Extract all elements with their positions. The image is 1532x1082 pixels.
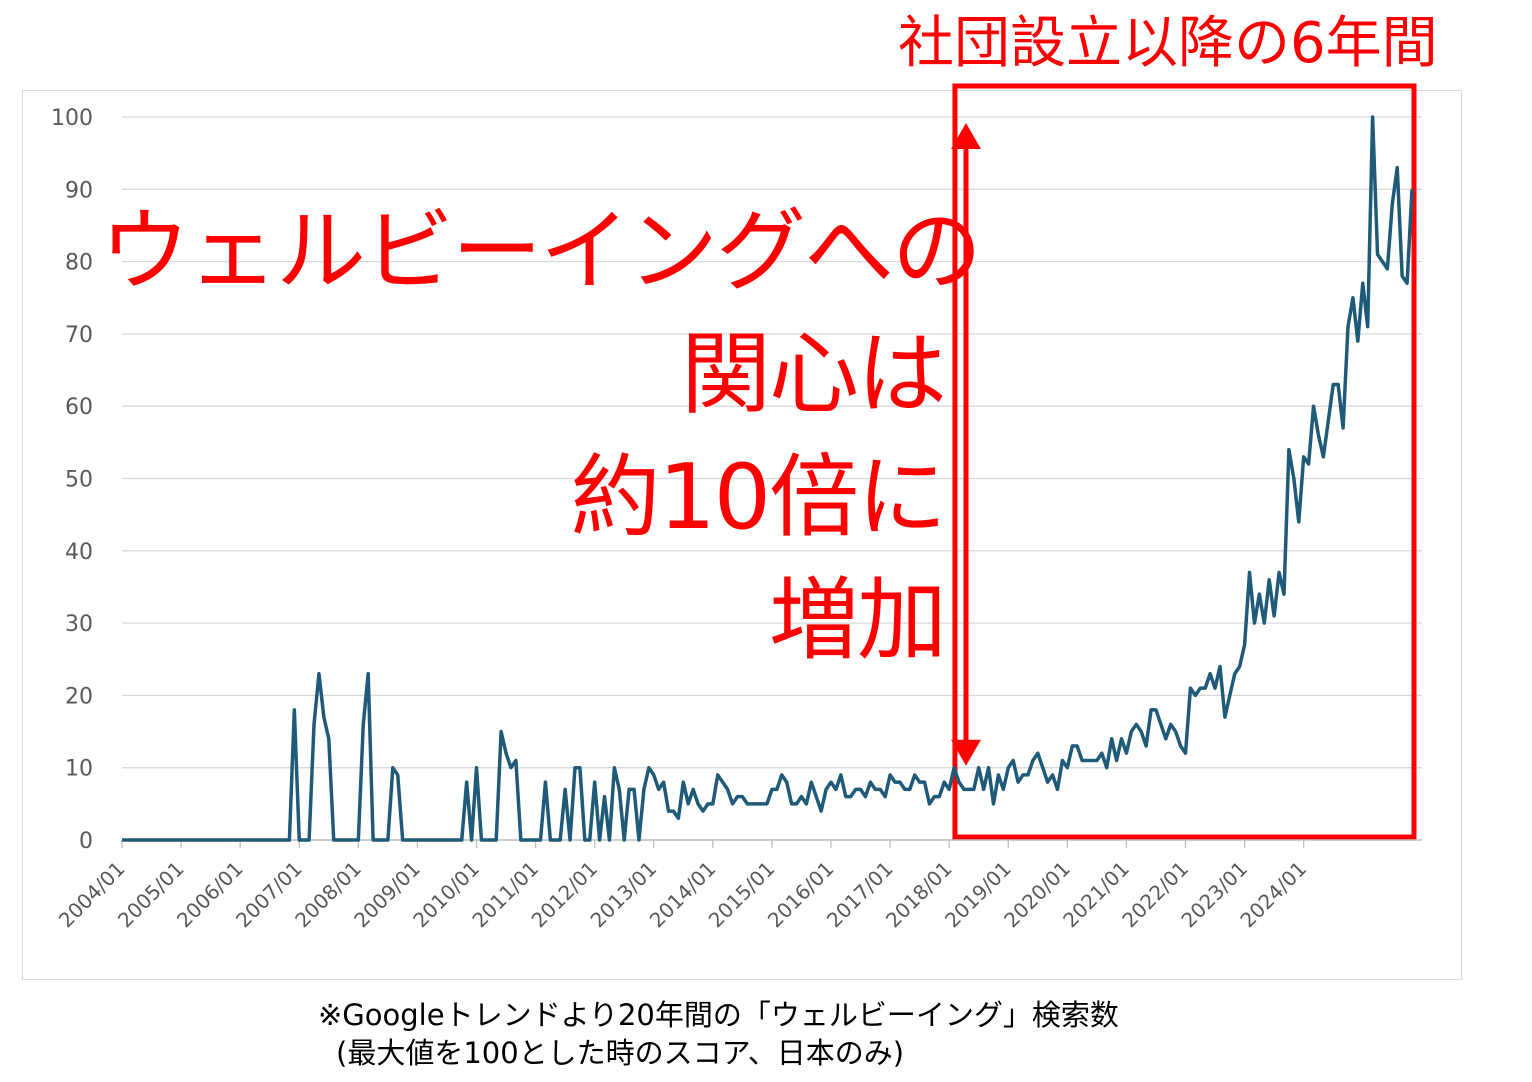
y-tick-label: 90: [65, 178, 93, 203]
y-tick-label: 20: [65, 684, 93, 709]
source-note-line: (最大値を100とした時のスコア、日本のみ): [336, 1036, 905, 1070]
source-note-line: ※Googleトレンドより20年間の「ウェルビーイング」検索数: [318, 998, 1119, 1032]
series-line: [122, 115, 1414, 842]
callout-text: ウェルビーイングへの 関心は 約10倍に 増加: [100, 190, 982, 682]
y-tick-label: 30: [65, 612, 93, 637]
arrow-head-up: [951, 123, 981, 149]
y-tick-label: 50: [65, 468, 93, 493]
x-tick-label: 2024/01: [1235, 857, 1311, 933]
callout-line: 関心は: [681, 322, 947, 427]
gridlines: [122, 116, 1422, 769]
callout-line: 増加: [769, 568, 947, 673]
x-axis: [121, 839, 1422, 848]
highlight-box: [952, 83, 1417, 840]
arrow-head-down: [951, 739, 981, 766]
y-tick-labels: 0 10 20 30 40 50 60 70 80 90 100: [51, 106, 93, 854]
chart-frame: [22, 90, 1462, 980]
callout-line: ウェルビーイングへの: [100, 199, 982, 304]
y-tick-label: 60: [65, 395, 93, 420]
x-tick-labels: 2004/012005/012006/012007/012008/012009/…: [54, 857, 1311, 933]
series-layer: [122, 115, 1414, 842]
source-note: ※Googleトレンドより20年間の「ウェルビーイング」検索数 (最大値を100…: [318, 996, 1218, 1072]
callout-line: 約10倍に: [570, 445, 947, 550]
highlight-layer: [952, 83, 1417, 840]
y-tick-label: 80: [65, 251, 93, 276]
period-label: 社団設立以降の6年間: [898, 11, 1438, 76]
y-tick-label: 0: [79, 829, 93, 854]
y-tick-label: 70: [65, 323, 93, 348]
increase-arrow: [951, 123, 981, 766]
y-tick-label: 40: [65, 540, 93, 565]
y-tick-label: 10: [65, 757, 93, 782]
y-tick-label: 100: [51, 106, 93, 131]
